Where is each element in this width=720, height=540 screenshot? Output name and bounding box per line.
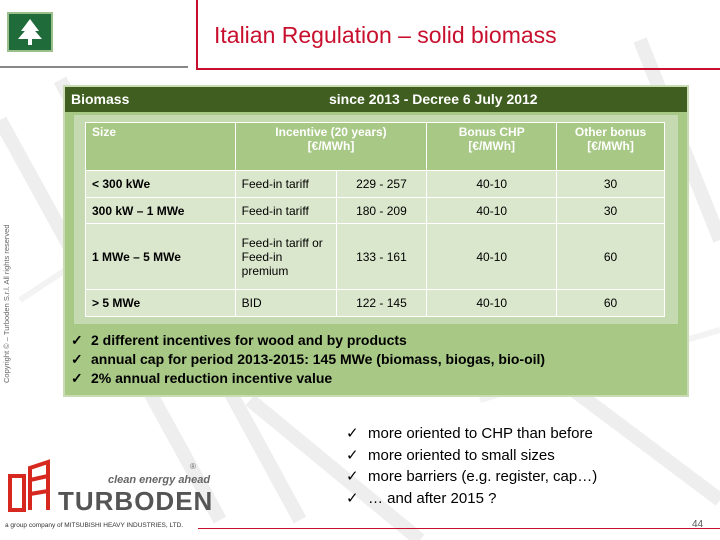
page-title: Italian Regulation – solid biomass xyxy=(214,22,557,48)
cell-other: 60 xyxy=(556,289,665,317)
bullet-text: annual cap for period 2013-2015: 145 MWe… xyxy=(91,351,546,367)
list-item: ✓ 2% annual reduction incentive value xyxy=(71,369,545,388)
table-row: 300 kW – 1 MWe Feed-in tariff 180 - 209 … xyxy=(85,196,665,225)
cell-range: 229 - 257 xyxy=(335,170,428,198)
header-divider xyxy=(0,66,188,68)
incentive-table: Size Incentive (20 years) [€/MWh] Bonus … xyxy=(85,122,665,317)
header-other-bonus: Other bonus [€/MWh] xyxy=(556,122,665,171)
cell-scheme: Feed-in tariff xyxy=(234,196,337,225)
page-number: 44 xyxy=(692,519,704,530)
panel-bullet-list: ✓ 2 different incentives for wood and by … xyxy=(71,331,545,388)
check-icon: ✓ xyxy=(71,351,83,367)
tree-icon xyxy=(18,19,42,45)
check-icon: ✓ xyxy=(346,425,359,442)
list-item: ✓ 2 different incentives for wood and by … xyxy=(71,331,545,350)
check-icon: ✓ xyxy=(71,332,83,348)
bullet-text: more oriented to CHP than before xyxy=(368,425,593,442)
company-logo xyxy=(7,12,53,52)
footer-divider xyxy=(198,528,720,529)
check-icon: ✓ xyxy=(346,446,359,464)
biomass-panel: Biomass since 2013 - Decree 6 July 2012 … xyxy=(63,85,689,397)
list-item: ✓ … and after 2015 ? xyxy=(346,488,597,510)
cell-chp: 40-10 xyxy=(426,170,558,198)
bullet-text: 2 different incentives for wood and by p… xyxy=(91,332,407,348)
list-item: ✓ more barriers (e.g. register, cap…) xyxy=(346,466,597,488)
brand-tagline: clean energy ahead xyxy=(108,474,211,486)
cell-other: 30 xyxy=(556,170,665,198)
cell-range: 133 - 161 xyxy=(335,223,428,291)
title-frame-bottom xyxy=(196,68,720,70)
cell-chp: 40-10 xyxy=(426,223,558,291)
table-header-row: Size Incentive (20 years) [€/MWh] Bonus … xyxy=(85,122,665,171)
cell-range: 180 - 209 xyxy=(335,196,428,225)
cell-size: < 300 kWe xyxy=(85,170,236,198)
panel-header-title: Biomass xyxy=(71,91,130,107)
cell-chp: 40-10 xyxy=(426,196,558,225)
table-row: 1 MWe – 5 MWe Feed-in tariff or Feed-in … xyxy=(85,223,665,291)
table-row: < 300 kWe Feed-in tariff 229 - 257 40-10… xyxy=(85,170,665,198)
bullet-text: more barriers (e.g. register, cap…) xyxy=(368,468,598,485)
cell-scheme: Feed-in tariff or Feed-in premium xyxy=(234,223,337,291)
check-icon: ✓ xyxy=(71,370,83,386)
bullet-text: 2% annual reduction incentive value xyxy=(91,370,333,386)
list-item: ✓ more oriented to small sizes xyxy=(346,445,597,467)
header-size: Size xyxy=(85,122,236,171)
title-frame-left xyxy=(196,0,198,70)
cell-range: 122 - 145 xyxy=(335,289,428,317)
panel-header-decree: since 2013 - Decree 6 July 2012 xyxy=(329,91,538,107)
cell-other: 60 xyxy=(556,223,665,291)
cell-scheme: BID xyxy=(234,289,337,317)
registered-mark: ® xyxy=(190,462,196,471)
turboden-logo-icon xyxy=(8,459,50,512)
list-item: ✓ annual cap for period 2013-2015: 145 MW… xyxy=(71,350,545,369)
copyright-notice: Copyright © – Turboden S.r.l. All rights… xyxy=(2,224,11,383)
bullet-text: … and after 2015 ? xyxy=(368,489,497,507)
header-incentive: Incentive (20 years) [€/MWh] xyxy=(234,122,428,171)
list-item: ✓ more oriented to CHP than before xyxy=(346,423,597,445)
cell-other: 30 xyxy=(556,196,665,225)
bullet-text: more oriented to small sizes xyxy=(368,446,555,464)
check-icon: ✓ xyxy=(346,489,359,507)
group-company-line: a group company of MITSUBISHI HEAVY INDU… xyxy=(5,522,184,529)
brand-name: TURBODEN xyxy=(58,486,214,516)
summary-bullet-list: ✓ more oriented to CHP than before ✓ more … xyxy=(346,423,597,509)
cell-chp: 40-10 xyxy=(426,289,558,317)
cell-scheme: Feed-in tariff xyxy=(234,170,337,198)
cell-size: > 5 MWe xyxy=(85,289,236,317)
table-container: Size Incentive (20 years) [€/MWh] Bonus … xyxy=(74,115,678,324)
cell-size: 1 MWe – 5 MWe xyxy=(85,223,236,291)
check-icon: ✓ xyxy=(346,468,359,485)
table-row: > 5 MWe BID 122 - 145 40-10 60 xyxy=(85,289,665,317)
header-bonus-chp: Bonus CHP [€/MWh] xyxy=(426,122,558,171)
cell-size: 300 kW – 1 MWe xyxy=(85,196,236,225)
panel-header: Biomass since 2013 - Decree 6 July 2012 xyxy=(65,87,687,112)
